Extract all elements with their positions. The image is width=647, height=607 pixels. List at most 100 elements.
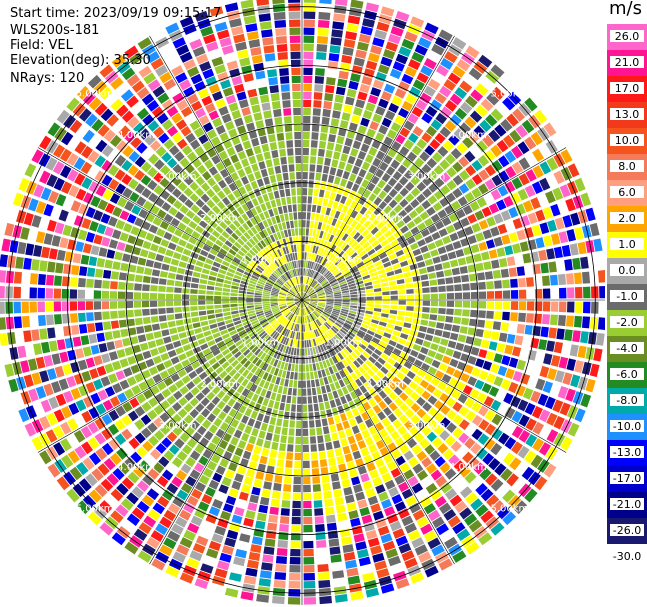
velocity-gate (326, 320, 333, 327)
velocity-gate (342, 420, 350, 430)
velocity-gate (148, 435, 159, 447)
velocity-gate (506, 333, 516, 344)
velocity-gate (462, 451, 474, 464)
velocity-gate (462, 301, 471, 308)
velocity-gate (416, 193, 426, 204)
velocity-gate (363, 219, 372, 228)
velocity-gate (295, 324, 298, 332)
velocity-gate (233, 256, 241, 264)
velocity-gate (317, 306, 325, 310)
velocity-gate (297, 212, 302, 220)
velocity-gate (255, 287, 263, 292)
velocity-gate (192, 322, 201, 329)
velocity-gate (408, 529, 421, 541)
velocity-gate (145, 232, 155, 242)
velocity-gate (274, 165, 282, 174)
velocity-gate (351, 165, 360, 175)
velocity-gate (372, 157, 382, 168)
velocity-gate (214, 525, 227, 536)
velocity-gate (128, 410, 139, 422)
velocity-gate (316, 427, 323, 436)
velocity-gate (136, 142, 148, 154)
velocity-gate (219, 370, 228, 379)
velocity-gate (535, 237, 545, 249)
velocity-gate (333, 102, 343, 111)
velocity-gate (480, 488, 494, 502)
velocity-gate (208, 110, 220, 121)
velocity-gate (151, 269, 161, 277)
velocity-gate (121, 173, 133, 186)
velocity-gate (328, 234, 335, 243)
velocity-gate (49, 248, 58, 260)
velocity-gate (526, 313, 534, 323)
velocity-gate (101, 413, 113, 426)
velocity-gate (104, 203, 116, 214)
velocity-gate (415, 338, 424, 346)
velocity-gate (222, 432, 232, 443)
velocity-gate (357, 125, 367, 135)
velocity-gate (326, 261, 332, 269)
velocity-gate (482, 229, 493, 240)
velocity-gate (283, 116, 292, 124)
velocity-gate (525, 169, 537, 182)
velocity-gate (452, 240, 462, 250)
velocity-gate (290, 322, 295, 331)
velocity-gate (319, 402, 325, 411)
velocity-gate (419, 438, 430, 449)
velocity-gate (212, 243, 221, 252)
velocity-gate (400, 240, 409, 249)
velocity-gate (512, 108, 526, 122)
velocity-gate (435, 475, 448, 488)
velocity-gate (566, 358, 576, 371)
velocity-gate (166, 314, 175, 321)
velocity-gate (308, 180, 314, 188)
velocity-gate (417, 332, 426, 339)
velocity-gate (436, 322, 445, 330)
velocity-gate (104, 363, 114, 374)
velocity-gate (331, 407, 339, 416)
velocity-gate (366, 329, 375, 336)
velocity-gate (377, 411, 386, 421)
velocity-gate (263, 415, 270, 424)
velocity-gate (257, 350, 264, 358)
velocity-gate (300, 300, 302, 308)
velocity-gate (156, 363, 166, 372)
velocity-gate (371, 240, 380, 248)
velocity-gate (512, 218, 523, 230)
velocity-gate (503, 195, 514, 208)
velocity-gate (39, 135, 52, 150)
velocity-gate (336, 260, 344, 268)
velocity-gate (286, 263, 291, 271)
velocity-gate (364, 391, 372, 401)
velocity-gate (325, 290, 333, 294)
velocity-gate (183, 403, 194, 413)
velocity-gate (317, 345, 322, 353)
velocity-gate (593, 348, 603, 362)
velocity-gate (281, 164, 288, 173)
velocity-gate (133, 465, 145, 478)
velocity-gate (260, 422, 268, 432)
velocity-gate (326, 449, 335, 458)
velocity-gate (273, 233, 279, 241)
velocity-gate (302, 316, 304, 324)
velocity-gate (276, 459, 285, 468)
velocity-gate (437, 315, 446, 322)
velocity-gate (120, 262, 129, 272)
velocity-gate (98, 343, 108, 353)
velocity-gate (290, 279, 295, 286)
velocity-gate (327, 392, 334, 401)
velocity-gate (297, 204, 302, 212)
velocity-gate (142, 474, 155, 486)
velocity-gate (278, 301, 286, 303)
velocity-gate (344, 137, 353, 147)
velocity-gate (401, 73, 414, 85)
velocity-gate (248, 130, 258, 139)
velocity-gate (290, 371, 294, 380)
velocity-gate (452, 522, 466, 535)
velocity-gate (117, 196, 128, 208)
colorbar-tick-bg (610, 472, 644, 484)
velocity-gate (220, 329, 229, 336)
velocity-gate (303, 468, 311, 477)
velocity-gate (328, 349, 334, 357)
velocity-gate (310, 301, 318, 304)
